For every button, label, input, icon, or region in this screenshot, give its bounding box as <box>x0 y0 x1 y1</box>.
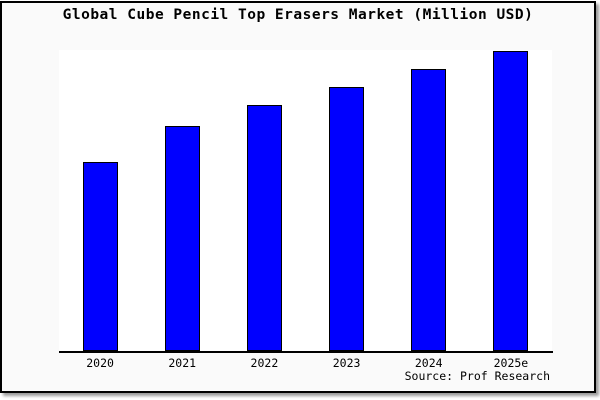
bar-2021 <box>164 126 200 351</box>
x-axis-line <box>59 351 553 353</box>
bar-2023 <box>329 87 365 351</box>
bar-2024 <box>411 69 447 351</box>
x-tick-label-2023: 2023 <box>332 356 361 370</box>
x-tick-label-2025e: 2025e <box>493 356 529 370</box>
chart-title: Global Cube Pencil Top Erasers Market (M… <box>62 7 534 23</box>
bar-2025e <box>493 51 529 351</box>
x-tick-label-2021: 2021 <box>168 356 197 370</box>
source-text: Source: Prof Research <box>404 369 550 383</box>
chart-frame: Global Cube Pencil Top Erasers Market (M… <box>0 1 596 393</box>
x-tick-label-2024: 2024 <box>414 356 443 370</box>
x-tick-label-2022: 2022 <box>250 356 279 370</box>
bar-2020 <box>82 162 118 351</box>
bar-2022 <box>246 105 282 351</box>
plot-area <box>59 50 552 351</box>
x-tick-label-2020: 2020 <box>86 356 114 370</box>
x-axis-labels: 2020 2021 2022 2023 2024 2025e <box>2 356 594 372</box>
